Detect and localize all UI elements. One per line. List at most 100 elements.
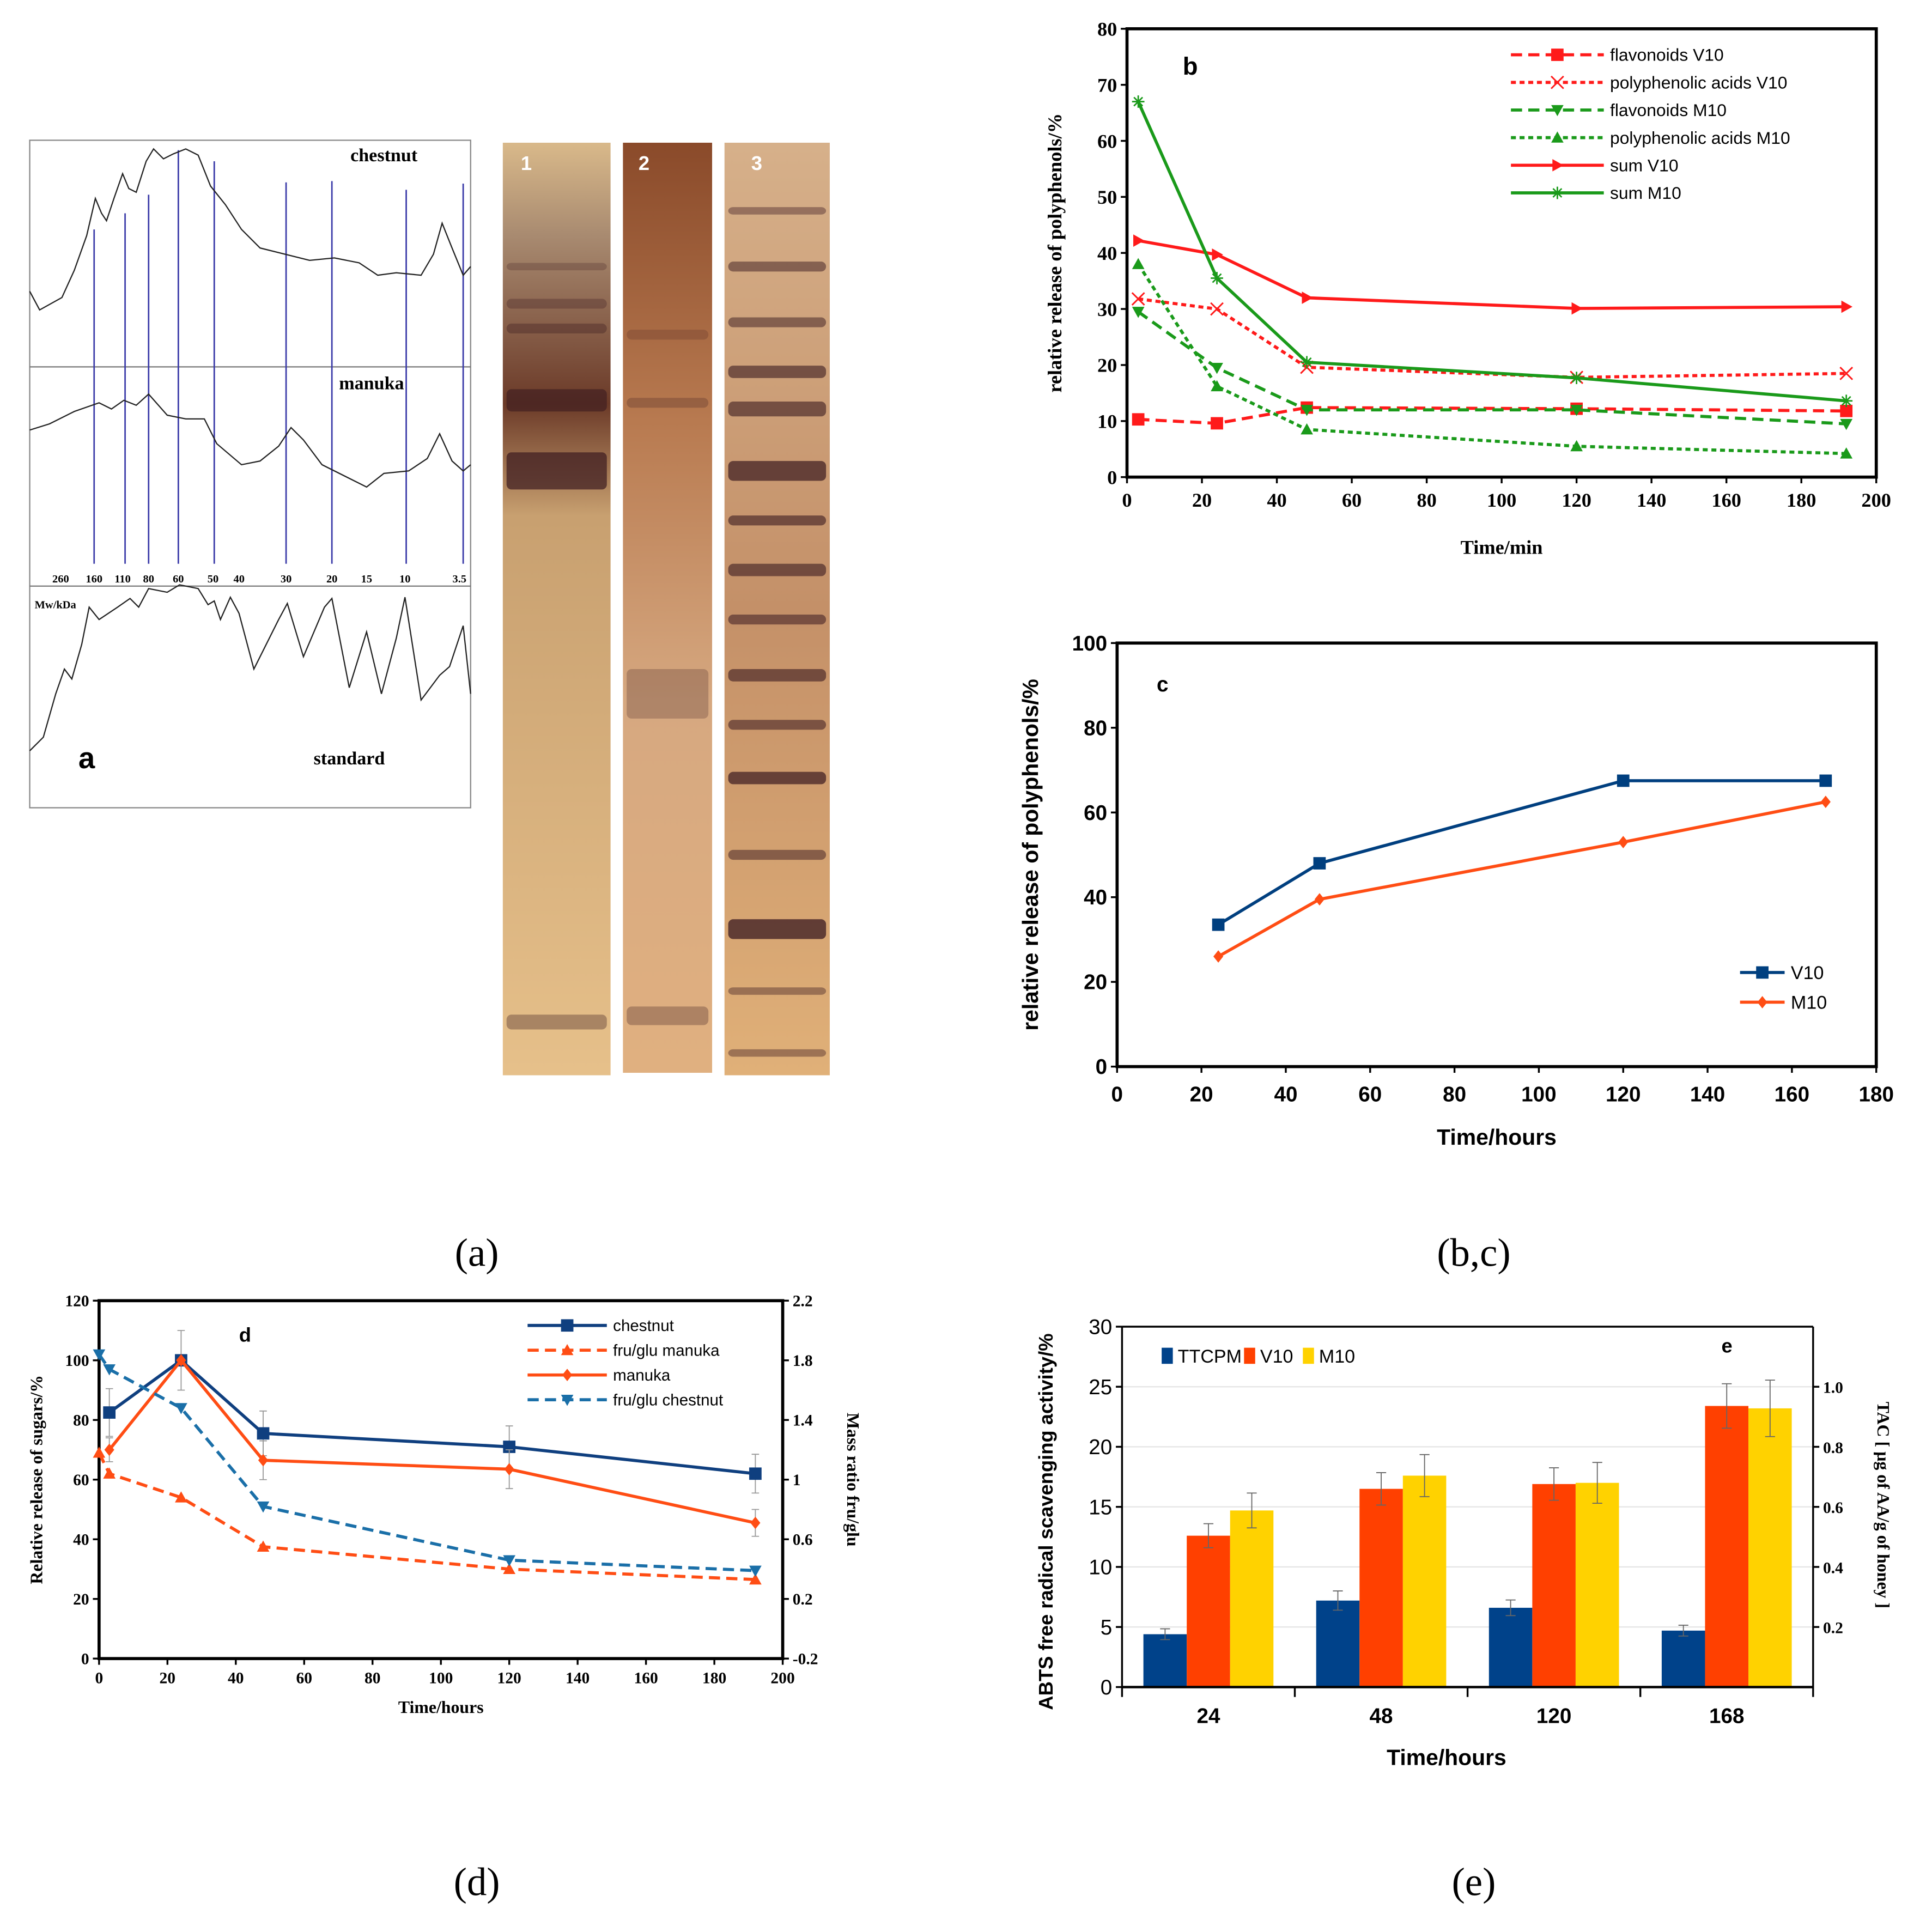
x-tick-label: 140	[566, 1670, 590, 1687]
marker-square	[1132, 413, 1145, 426]
x-tick-label: 180	[1858, 1083, 1893, 1106]
marker-triangle-up	[1301, 423, 1313, 435]
y-tick-label: 0	[1101, 1676, 1112, 1699]
gel-band	[728, 317, 827, 327]
panel-a-electropherogram: chestnut manuka standard a Mw/kDa 260 160…	[29, 139, 830, 1076]
marker-triangle-right	[1552, 159, 1564, 172]
marker-triangle-down	[1132, 307, 1145, 318]
legend-item: sum M10	[1511, 183, 1681, 203]
y-tick-label: 10	[1097, 411, 1117, 433]
marker-diamond	[1314, 893, 1325, 906]
legend-item: M10	[1303, 1346, 1355, 1367]
marker-diamond	[1618, 836, 1629, 849]
y-tick-label: 0	[81, 1651, 89, 1668]
y2-tick-label: 0.6	[1823, 1499, 1843, 1517]
legend-label: fru/glu manuka	[613, 1342, 720, 1360]
marker-square	[1313, 857, 1326, 870]
legend-item: TTCPM	[1162, 1346, 1242, 1367]
legend-swatch	[1244, 1347, 1255, 1364]
legend-swatch	[1303, 1347, 1314, 1364]
panel-letter: c	[1157, 673, 1168, 696]
panel-letter: b	[1183, 52, 1198, 80]
trace-chestnut	[29, 148, 471, 311]
legend-item: manuka	[527, 1366, 671, 1384]
legend-item: sum V10	[1511, 155, 1679, 175]
bar-ttcpm	[1316, 1600, 1360, 1687]
legend-item: flavonoids V10	[1511, 45, 1724, 65]
gel-lane-2: 2	[623, 142, 713, 1073]
x-tick-label: 120	[1606, 1083, 1641, 1106]
marker-triangle-down	[93, 1349, 106, 1361]
plot-frame	[1115, 641, 1878, 1068]
x-tick-label: 168	[1709, 1704, 1744, 1728]
y2-tick-label: -0.2	[793, 1651, 818, 1668]
y-tick-label: 0	[1096, 1055, 1107, 1079]
mw-marker-label: 30	[281, 573, 291, 585]
y-tick-label: 20	[1097, 355, 1117, 376]
x-axis-label: Time/hours	[1437, 1125, 1557, 1150]
series-polyphenolic-acids-m10	[1132, 258, 1853, 459]
x-tick-label: 200	[770, 1670, 794, 1687]
y2-tick-label: 1.8	[793, 1352, 813, 1370]
series-flavonoids-v10	[1132, 401, 1853, 430]
series-line	[98, 1452, 756, 1581]
x-tick-label: 20	[1192, 489, 1212, 511]
gel-band	[728, 849, 827, 860]
marker-diamond	[750, 1516, 761, 1529]
gel-band	[728, 614, 827, 625]
panel-letter: e	[1722, 1335, 1733, 1357]
y-tick-label: 40	[1097, 242, 1117, 264]
legend-label: V10	[1791, 963, 1824, 983]
y-tick-label: 60	[1084, 801, 1107, 825]
error-bar	[1505, 1599, 1516, 1617]
gel-band	[728, 720, 827, 730]
error-bar	[1549, 1467, 1559, 1501]
panel-d-chart: 0 20 40 60 80 100 120 140 160 180 200 0 20 40 60 80 100 1…	[27, 1293, 862, 1717]
marker-triangle-down	[257, 1501, 270, 1513]
marker-triangle-down	[1211, 363, 1223, 374]
gel-band	[728, 262, 827, 272]
gel-band	[728, 402, 827, 417]
error-bar	[1722, 1383, 1732, 1429]
marker-triangle-up	[103, 1467, 116, 1479]
trace-label-standard: standard	[314, 749, 385, 769]
error-bar	[1592, 1462, 1602, 1504]
gel-band	[728, 366, 827, 378]
lane-number-label: 1	[521, 152, 532, 174]
legend-item: fru/glu manuka	[527, 1342, 720, 1360]
marker-triangle-down	[749, 1565, 762, 1577]
gel-band	[506, 452, 607, 490]
series-manuka	[104, 1354, 761, 1537]
y-tick-label: 50	[1097, 186, 1117, 208]
y-tick-label: 40	[1084, 886, 1107, 909]
error-bar	[1419, 1454, 1430, 1497]
marker-x	[1839, 366, 1854, 380]
gel-band	[506, 323, 607, 334]
legend-label: polyphenolic acids M10	[1610, 128, 1790, 148]
y-axis-label: relative release of polyphenols/%	[1044, 113, 1066, 393]
x-tick-label: 180	[1787, 489, 1816, 511]
marker-star	[1570, 372, 1583, 384]
x-tick-label: 80	[364, 1670, 381, 1687]
x-tick-label: 100	[1487, 489, 1517, 511]
marker-triangle-up	[561, 1344, 574, 1356]
series-line	[98, 1353, 756, 1572]
series-fru-glu-manuka	[93, 1447, 762, 1585]
x-tick-label: 160	[1711, 489, 1741, 511]
marker-square	[561, 1319, 574, 1332]
panel-a-frame	[29, 139, 471, 809]
y-tick-label: 10	[1089, 1556, 1112, 1579]
y-tick-label: 15	[1089, 1496, 1112, 1519]
marker-triangle-down	[1551, 105, 1564, 117]
y2-tick-label: 1.0	[1823, 1380, 1843, 1397]
marker-triangle-up	[1551, 131, 1564, 143]
x-tick-label: 40	[228, 1670, 244, 1687]
lane-number-label: 2	[639, 152, 649, 174]
marker-diamond	[104, 1443, 114, 1456]
marker-triangle-up	[503, 1563, 516, 1575]
y-axis-label: ABTS free radical scavenging activity/%	[1035, 1333, 1057, 1710]
x-tick-label: 140	[1637, 489, 1667, 511]
gel-band	[728, 1049, 827, 1057]
error-bar	[1765, 1380, 1775, 1437]
marker-triangle-down	[503, 1555, 516, 1566]
